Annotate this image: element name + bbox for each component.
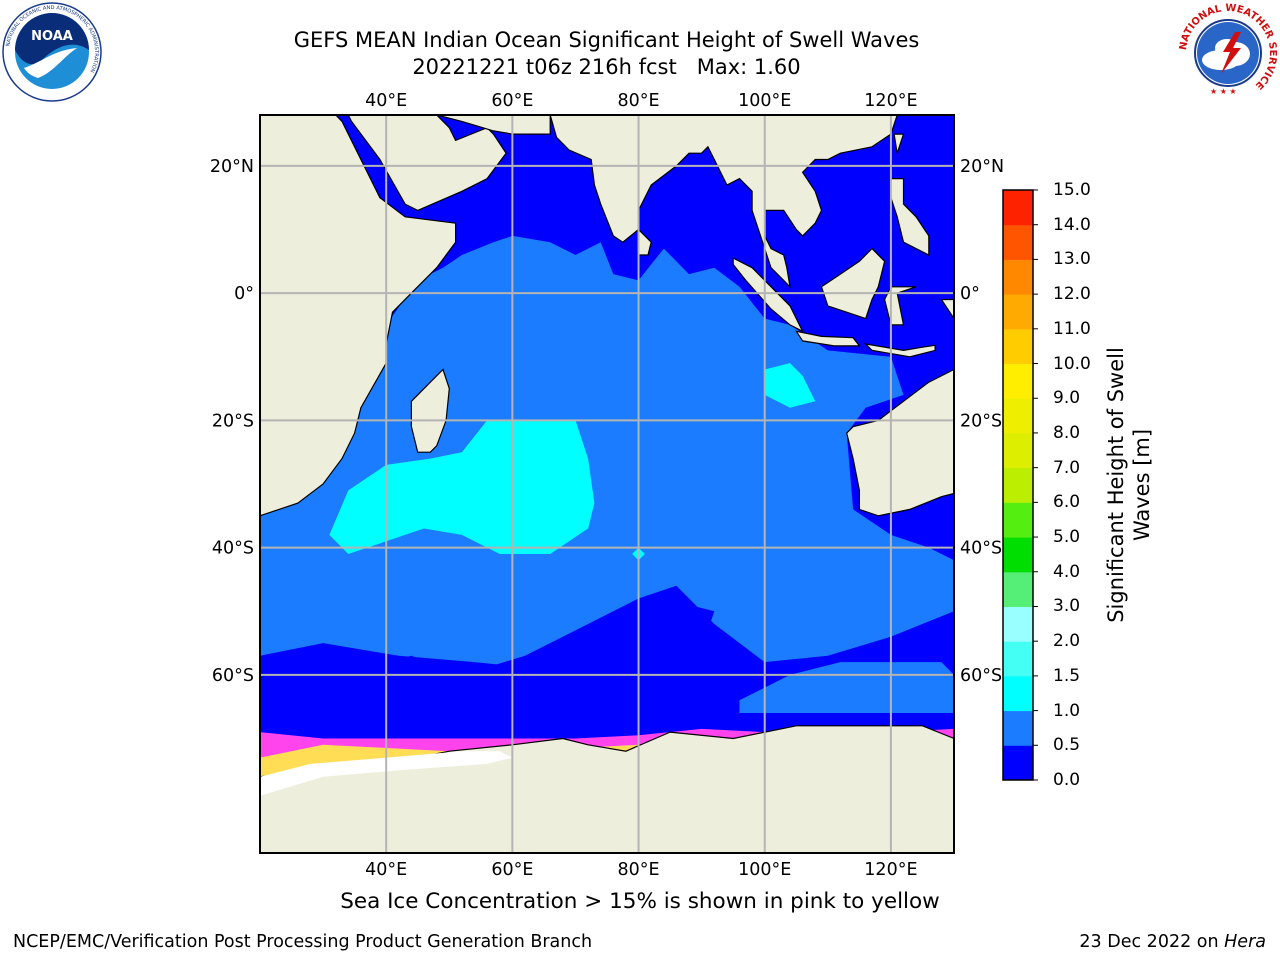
colorbar-tick-label: 12.0 <box>1053 284 1091 305</box>
colorbar-bin-12 <box>1003 328 1033 364</box>
lon-tick-top-0: 40°E <box>365 91 407 111</box>
colorbar-tick-label: 6.0 <box>1053 492 1081 513</box>
lat-tick-left-3: 40°S <box>212 539 254 559</box>
colorbar-bin-3 <box>1003 641 1033 677</box>
lon-tick-bottom-3: 100°E <box>738 860 791 880</box>
land-india <box>549 115 898 289</box>
colorbar-bin-13 <box>1003 294 1033 330</box>
colorbar-tick-label: 15.0 <box>1053 180 1091 200</box>
colorbar-tick-label: 7.0 <box>1053 457 1081 478</box>
colorbar-tick-label: 13.0 <box>1053 249 1091 270</box>
colorbar-tick-label: 10.0 <box>1053 353 1091 374</box>
lat-tick-right-1: 0° <box>960 284 980 304</box>
lon-tick-bottom-2: 80°E <box>618 860 660 880</box>
lat-tick-right-2: 20°S <box>960 411 1002 431</box>
map-title: GEFS MEAN Indian Ocean Significant Heigh… <box>293 28 920 52</box>
colorbar-bin-8 <box>1003 467 1033 503</box>
colorbar-bin-1 <box>1003 710 1033 746</box>
colorbar-tick-label: 3.0 <box>1053 596 1081 617</box>
lat-tick-left-0: 20°N <box>210 157 254 177</box>
colorbar-bin-0 <box>1003 745 1033 781</box>
colorbar-bin-6 <box>1003 537 1033 573</box>
colorbar-tick-label: 4.0 <box>1053 561 1081 582</box>
colorbar-bin-9 <box>1003 432 1033 469</box>
land-borneo <box>820 247 886 320</box>
swell-band-1-1.5-main <box>329 420 595 554</box>
colorbar-bin-4 <box>1003 606 1033 642</box>
colorbar-bin-11 <box>1003 363 1033 399</box>
lon-tick-bottom-0: 40°E <box>365 860 407 880</box>
lat-tick-left-2: 20°S <box>212 411 254 431</box>
colorbar-tick-label: 8.0 <box>1053 422 1081 443</box>
colorbar-bin-7 <box>1003 502 1033 538</box>
colorbar-tick-label: 2.0 <box>1053 631 1081 652</box>
map-subtitle: 20221221 t06z 216h fcst Max: 1.60 <box>412 55 801 79</box>
land-new-guinea <box>940 298 954 320</box>
colorbar-tick-label: 1.5 <box>1053 665 1081 686</box>
colorbar-bin-10 <box>1003 398 1033 434</box>
lon-tick-top-3: 100°E <box>738 91 791 111</box>
swell-band-0-0.5-south <box>260 598 715 726</box>
colorbar-tick-label: 1.0 <box>1053 700 1081 721</box>
footer-credit: NCEP/EMC/Verification Post Processing Pr… <box>13 932 593 952</box>
lon-tick-top-2: 80°E <box>618 91 660 111</box>
colorbar-tick-label: 0.0 <box>1053 770 1081 790</box>
land-australia <box>846 368 954 517</box>
land-taiwan <box>893 133 905 154</box>
lat-tick-right-3: 40°S <box>960 539 1002 559</box>
noaa-logo-name: NOAA <box>31 29 73 44</box>
colorbar-bin-14 <box>1003 259 1033 295</box>
colorbar-tick-label: 0.5 <box>1053 735 1081 756</box>
colorbar-bin-5 <box>1003 571 1033 607</box>
sea-ice-caption: Sea Ice Concentration > 15% is shown in … <box>340 889 940 914</box>
lon-tick-bottom-1: 60°E <box>491 860 533 880</box>
antarctic-ice-shelf <box>260 751 513 796</box>
svg-text:★ ★ ★: ★ ★ ★ <box>1210 87 1237 96</box>
colorbar-tick-label: 5.0 <box>1053 527 1081 548</box>
colorbar-label: Significant Height of Swell Waves [m] <box>1104 347 1154 623</box>
lat-tick-left-1: 0° <box>234 284 254 304</box>
footer-host: Hera <box>1224 932 1266 952</box>
lat-tick-right-4: 60°S <box>960 666 1002 686</box>
colorbar-tick-label: 9.0 <box>1053 388 1081 409</box>
lon-tick-bottom-4: 120°E <box>864 860 917 880</box>
lon-tick-top-1: 60°E <box>491 91 533 111</box>
colorbar-tick-label: 14.0 <box>1053 214 1091 235</box>
noaa-logo: NATIONAL OCEANIC AND ATMOSPHERIC ADMINIS… <box>2 2 102 102</box>
footer-date-text: 23 Dec 2022 on <box>1079 932 1225 952</box>
lat-tick-left-4: 60°S <box>212 666 254 686</box>
colorbar-bin-16 <box>1003 190 1033 226</box>
colorbar-bin-2 <box>1003 675 1033 712</box>
colorbar-frame <box>1002 189 1034 781</box>
map-frame <box>259 114 955 854</box>
land-madagascar <box>410 368 450 453</box>
swell-band-0.5-1 <box>260 235 954 688</box>
nws-logo: NATIONAL WEATHER SERVICE ★ ★ ★ <box>1178 3 1278 103</box>
land-java <box>795 330 861 347</box>
lat-tick-right-0: 20°N <box>960 157 1004 177</box>
map-plot-area <box>260 115 954 853</box>
colorbar-bin-15 <box>1003 224 1033 260</box>
lon-tick-top-4: 120°E <box>864 91 917 111</box>
colorbar-tick-label: 11.0 <box>1053 318 1091 339</box>
land-philippines <box>890 178 930 256</box>
footer-date: 23 Dec 2022 on Hera <box>1079 932 1266 952</box>
swell-band-1-1.5-east <box>764 363 816 408</box>
